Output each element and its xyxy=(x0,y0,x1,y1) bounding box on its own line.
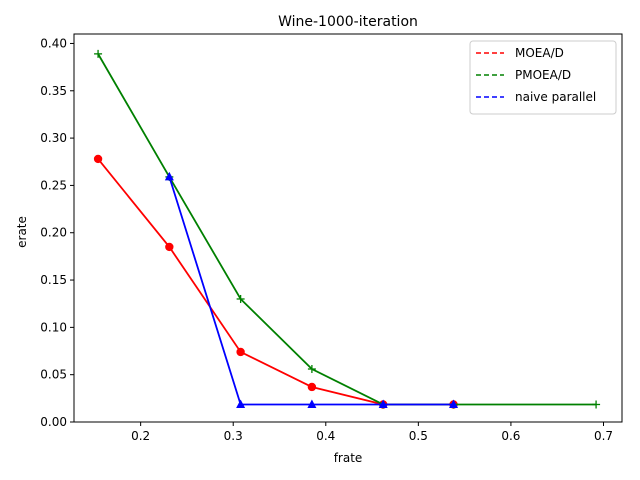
legend: MOEA/D PMOEA/D naive parallel xyxy=(469,40,617,115)
x-tick-label: 0.4 xyxy=(316,429,335,443)
data-point xyxy=(378,399,388,408)
y-tick-label: 0.20 xyxy=(40,226,67,240)
plot-frame xyxy=(73,33,623,423)
x-tick-label: 0.3 xyxy=(224,429,243,443)
data-point xyxy=(165,242,174,252)
legend-label: PMOEA/D xyxy=(515,68,571,82)
chart-title: Wine-1000-iteration xyxy=(278,14,418,30)
y-tick-label: 0.00 xyxy=(40,415,67,429)
plot-area: 0.2 0.3 0.4 0.5 0.6 0.7 0.00 0.05 0.10 0.15 0.20 0.… xyxy=(40,33,623,443)
data-point xyxy=(307,382,317,392)
legend-label: MOEA/D xyxy=(515,46,564,60)
legend-box xyxy=(469,40,617,115)
data-point xyxy=(449,399,459,408)
data-point xyxy=(236,347,245,357)
data-point xyxy=(236,294,245,303)
y-axis-label: erate xyxy=(15,216,29,248)
x-tick-label: 0.7 xyxy=(594,429,613,443)
data-point xyxy=(236,399,246,408)
y-tick-label: 0.15 xyxy=(40,273,67,287)
x-axis-label: frate xyxy=(334,451,363,465)
data-point xyxy=(307,399,317,408)
x-tick-label: 0.5 xyxy=(409,429,428,443)
y-tick-label: 0.30 xyxy=(40,131,67,145)
y-tick-label: 0.05 xyxy=(40,368,67,382)
y-tick-label: 0.35 xyxy=(40,84,67,98)
y-tick-label: 0.10 xyxy=(40,320,67,334)
data-point xyxy=(307,365,316,374)
x-tick-label: 0.6 xyxy=(501,429,520,443)
y-tick-label: 0.25 xyxy=(40,178,67,192)
legend-label: naive parallel xyxy=(515,90,596,104)
x-tick-label: 0.2 xyxy=(131,429,150,443)
y-tick-label: 0.40 xyxy=(40,36,67,50)
data-point xyxy=(94,49,103,58)
data-point xyxy=(164,171,174,181)
series-line-0 xyxy=(97,158,454,406)
data-point xyxy=(93,154,103,164)
data-point xyxy=(592,400,601,409)
